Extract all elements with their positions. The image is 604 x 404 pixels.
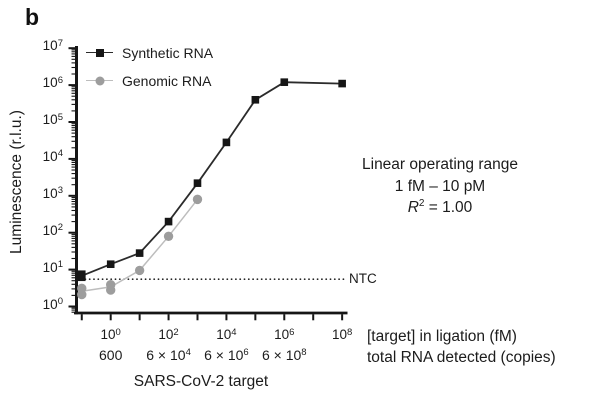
circle-marker-icon [86,75,113,86]
axes [74,46,348,315]
y-tick-label: 104 [42,148,63,164]
square-marker-icon [86,47,113,58]
x-copies-label: 6 × 106 [204,347,249,363]
legend: Synthetic RNA Genomic RNA [86,42,213,91]
data-point [222,138,231,147]
x-axis-unit-labels: [target] in ligation (fM) total RNA dete… [367,327,556,368]
series-synthetic-rna [77,78,346,282]
data-point [251,95,260,104]
data-point [77,289,87,300]
series-line [81,198,199,292]
x-copies-label: 6 × 104 [146,347,191,363]
x-tick-label: 104 [216,326,237,342]
data-point [135,249,144,257]
legend-label-genomic-rna: Genomic RNA [122,72,212,89]
data-point [163,231,174,241]
x-copies-label: 6 × 108 [261,347,307,363]
data-point [77,273,86,282]
x-tick-label: 102 [158,326,179,342]
annotation-line2: 1 fM – 10 pM [394,177,486,195]
y-tick-label: 103 [42,185,63,201]
ntc-label: NTC [349,271,377,287]
legend-item-genomic-rna: Genomic RNA [86,70,213,91]
y-tick-label: 100 [42,296,63,312]
y-tick-label: 101 [42,259,63,275]
data-point [106,285,116,295]
x-tick-label: 108 [331,326,353,342]
x-tick-label: 100 [100,326,121,342]
annotation-line1: Linear operating range [362,156,518,173]
data-point [280,78,289,86]
data-point [338,79,346,88]
x-axis-title: SARS-CoV-2 target [133,373,269,390]
annotation-r-squared: R2 = 1.00 [407,197,473,216]
data-point [106,260,115,269]
x-axis-label-fm: [target] in ligation (fM) [367,328,517,345]
x-tick-label: 106 [274,326,295,342]
y-tick-label: 105 [42,111,63,127]
x-copies-label: 600 [99,347,123,363]
legend-label-synthetic-rna: Synthetic RNA [122,44,214,61]
y-tick-label: 106 [42,74,63,91]
legend-item-synthetic-rna: Synthetic RNA [86,42,213,63]
x-axis-ticks [80,314,344,321]
series-genomic-rna [77,194,203,300]
annotation-linear-range: Linear operating range 1 fM – 10 pM R2 =… [340,154,540,219]
data-point [192,194,203,205]
panel-label: b [25,4,40,30]
data-point [193,179,202,187]
y-tick-label: 107 [42,37,63,54]
data-point [164,217,173,226]
data-point [134,265,145,276]
y-axis-ticks [68,47,76,313]
x-axis-label-copies: total RNA detected (copies) [367,348,556,366]
y-tick-label: 102 [42,222,63,238]
series-line [81,81,343,277]
